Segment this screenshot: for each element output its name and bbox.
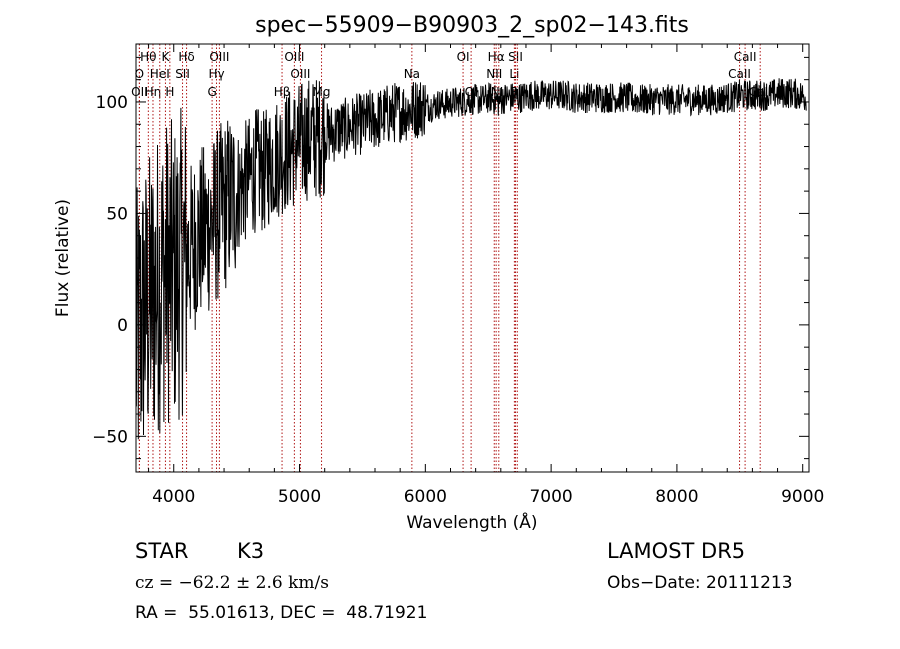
line-label-16: Na: [404, 67, 420, 81]
line-label-26: CaII: [728, 67, 751, 81]
line-label-4: K: [161, 50, 170, 64]
line-label-25: CaII: [734, 50, 757, 64]
x-axis-label: Wavelength (Å): [406, 511, 537, 533]
line-label-10: Hγ: [208, 67, 224, 81]
x-tick-label-4: 8000: [655, 487, 698, 507]
line-label-9: OIII: [209, 50, 229, 64]
line-label-3: Hη: [145, 85, 162, 99]
line-label-0: Hθ: [140, 50, 156, 64]
x-tick-label-3: 7000: [529, 487, 572, 507]
chart-title: spec−55909−B90903_2_sp02−143.fits: [255, 13, 689, 38]
y-tick-label-2: 50: [106, 204, 128, 224]
series-layer: [135, 78, 807, 440]
y-tick-label-0: −50: [92, 427, 128, 447]
line-label-23: Li: [509, 67, 519, 81]
line-label-5: HeI: [150, 67, 170, 81]
y-axis: −50 0 50 100: [92, 56, 809, 460]
x-tick-label-2: 6000: [404, 487, 447, 507]
observation-date: Obs−Date: 20111213: [607, 573, 793, 593]
spectrum-series-0: [135, 78, 807, 440]
line-label-1: O: [135, 67, 144, 81]
coordinates: RA = 55.01613, DEC = 48.71921: [135, 603, 428, 623]
line-label-19: Hα: [488, 50, 505, 64]
x-axis: 4000 5000 6000 7000 8000 9000: [148, 44, 824, 507]
line-label-8: SII: [175, 67, 190, 81]
line-label-17: OI: [457, 50, 470, 64]
line-label-6: H: [165, 85, 174, 99]
object-subclass: K3: [237, 539, 265, 563]
survey-name: LAMOST DR5: [607, 539, 746, 563]
line-label-7: Hδ: [178, 50, 194, 64]
line-label-12: Hβ: [274, 85, 291, 99]
redshift-velocity: cz = −62.2 ± 2.6 km/s: [135, 573, 329, 593]
x-tick-label-1: 5000: [278, 487, 321, 507]
line-label-11: G: [207, 85, 216, 99]
line-label-20: NII: [486, 67, 502, 81]
object-class: STAR: [135, 539, 189, 563]
y-tick-label-1: 0: [117, 316, 128, 336]
y-axis-label: Flux (relative): [53, 199, 73, 317]
line-label-2: OII: [131, 85, 148, 99]
x-tick-label-0: 4000: [152, 487, 195, 507]
y-tick-label-3: 100: [96, 93, 128, 113]
line-label-13: OIII: [284, 50, 304, 64]
line-label-14: OIII: [290, 67, 310, 81]
x-tick-label-5: 9000: [781, 487, 824, 507]
line-label-15: Mg: [313, 85, 331, 99]
line-label-22: SII: [508, 50, 523, 64]
